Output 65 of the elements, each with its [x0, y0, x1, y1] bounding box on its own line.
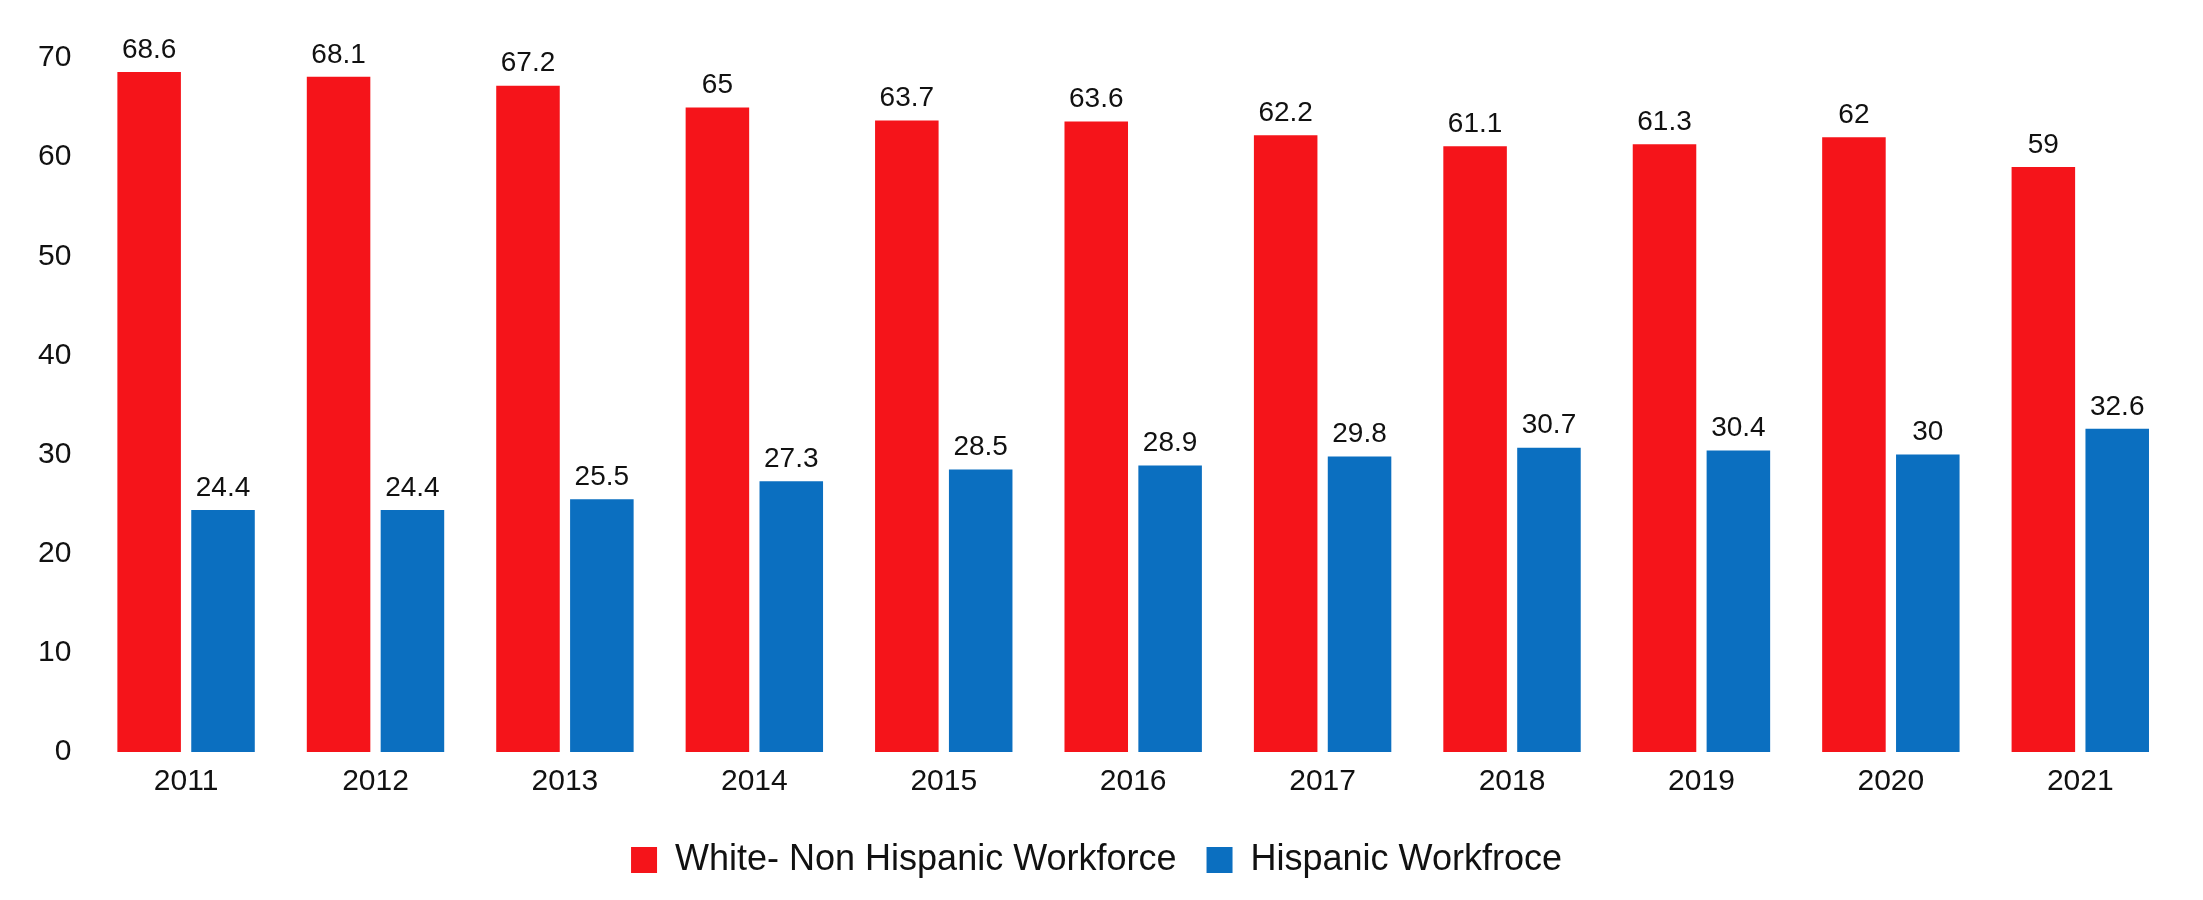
data-label: 62.2: [1258, 96, 1313, 128]
y-tick-label: 60: [37, 138, 72, 172]
x-tick-label: 2021: [2046, 763, 2114, 797]
bar: [948, 469, 1013, 752]
data-label: 29.8: [1332, 417, 1387, 449]
bar: [496, 85, 560, 752]
y-tick-label: 50: [37, 237, 72, 271]
data-label: 61.3: [1637, 104, 1692, 136]
bar: [759, 481, 824, 752]
data-label: 24.4: [195, 470, 251, 502]
data-label: 61.1: [1447, 106, 1503, 138]
x-tick-label: 2013: [531, 763, 599, 797]
x-tick-label: 2018: [1478, 763, 1546, 797]
data-label: 28.5: [953, 430, 1008, 462]
data-label: 68.1: [311, 37, 366, 69]
bar: [1517, 447, 1581, 752]
bar: [1706, 450, 1771, 752]
bar: [2011, 167, 2076, 752]
data-label: 27.3: [764, 442, 819, 474]
data-label: 28.9: [1142, 426, 1198, 458]
bar: [570, 499, 634, 752]
data-label: 63.6: [1069, 82, 1124, 114]
bar: [306, 76, 371, 752]
y-tick-label: 40: [37, 336, 72, 370]
y-tick-label: 20: [37, 534, 72, 568]
bar: [2085, 428, 2149, 752]
x-tick-label: 2011: [153, 763, 219, 797]
bar: [191, 510, 255, 752]
bar: [685, 107, 750, 752]
x-tick-label: 2016: [1099, 763, 1167, 797]
bar: [117, 71, 181, 752]
data-label: 67.2: [500, 46, 556, 78]
x-tick-label: 2019: [1668, 763, 1735, 797]
data-label: 24.4: [385, 470, 440, 502]
x-tick-label: 2015: [910, 763, 978, 797]
y-tick-label: 30: [37, 435, 72, 469]
y-tick-label: 10: [37, 634, 72, 668]
data-label: 30.4: [1711, 411, 1766, 443]
bar: [1632, 144, 1697, 752]
bar: [1443, 146, 1507, 752]
bar: [875, 120, 939, 752]
bar: [1896, 454, 1960, 752]
bar: [1138, 465, 1202, 752]
bar: [1064, 121, 1129, 752]
legend-label: Hispanic Workfroce: [1250, 836, 1562, 878]
data-label: 25.5: [574, 459, 630, 491]
legend-label: White- Non Hispanic Workforce: [675, 836, 1177, 878]
bar: [1253, 135, 1318, 752]
data-label: 68.6: [121, 32, 177, 64]
bar: [1327, 456, 1392, 752]
data-label: 59: [2027, 127, 2059, 159]
data-label: 30: [1912, 415, 1944, 447]
data-label: 63.7: [879, 81, 935, 113]
x-tick-label: 2014: [720, 763, 788, 797]
y-tick-label: 0: [54, 733, 72, 767]
x-tick-label: 2020: [1857, 763, 1925, 797]
x-tick-label: 2012: [342, 763, 409, 797]
data-label: 32.6: [2089, 389, 2145, 421]
data-label: 30.7: [1521, 408, 1577, 440]
bar: [380, 510, 445, 752]
x-tick-label: 2017: [1289, 763, 1356, 797]
bar: [1822, 137, 1886, 752]
data-label: 65: [701, 68, 733, 100]
y-tick-label: 70: [37, 39, 72, 73]
data-label: 62: [1838, 98, 1870, 130]
